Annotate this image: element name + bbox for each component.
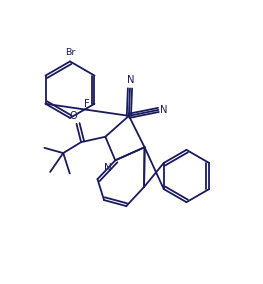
Text: F: F — [84, 99, 90, 109]
Text: O: O — [69, 111, 77, 121]
Text: Br: Br — [65, 48, 75, 57]
Text: N: N — [160, 105, 167, 115]
Text: N: N — [127, 75, 134, 85]
Text: N: N — [104, 163, 111, 173]
